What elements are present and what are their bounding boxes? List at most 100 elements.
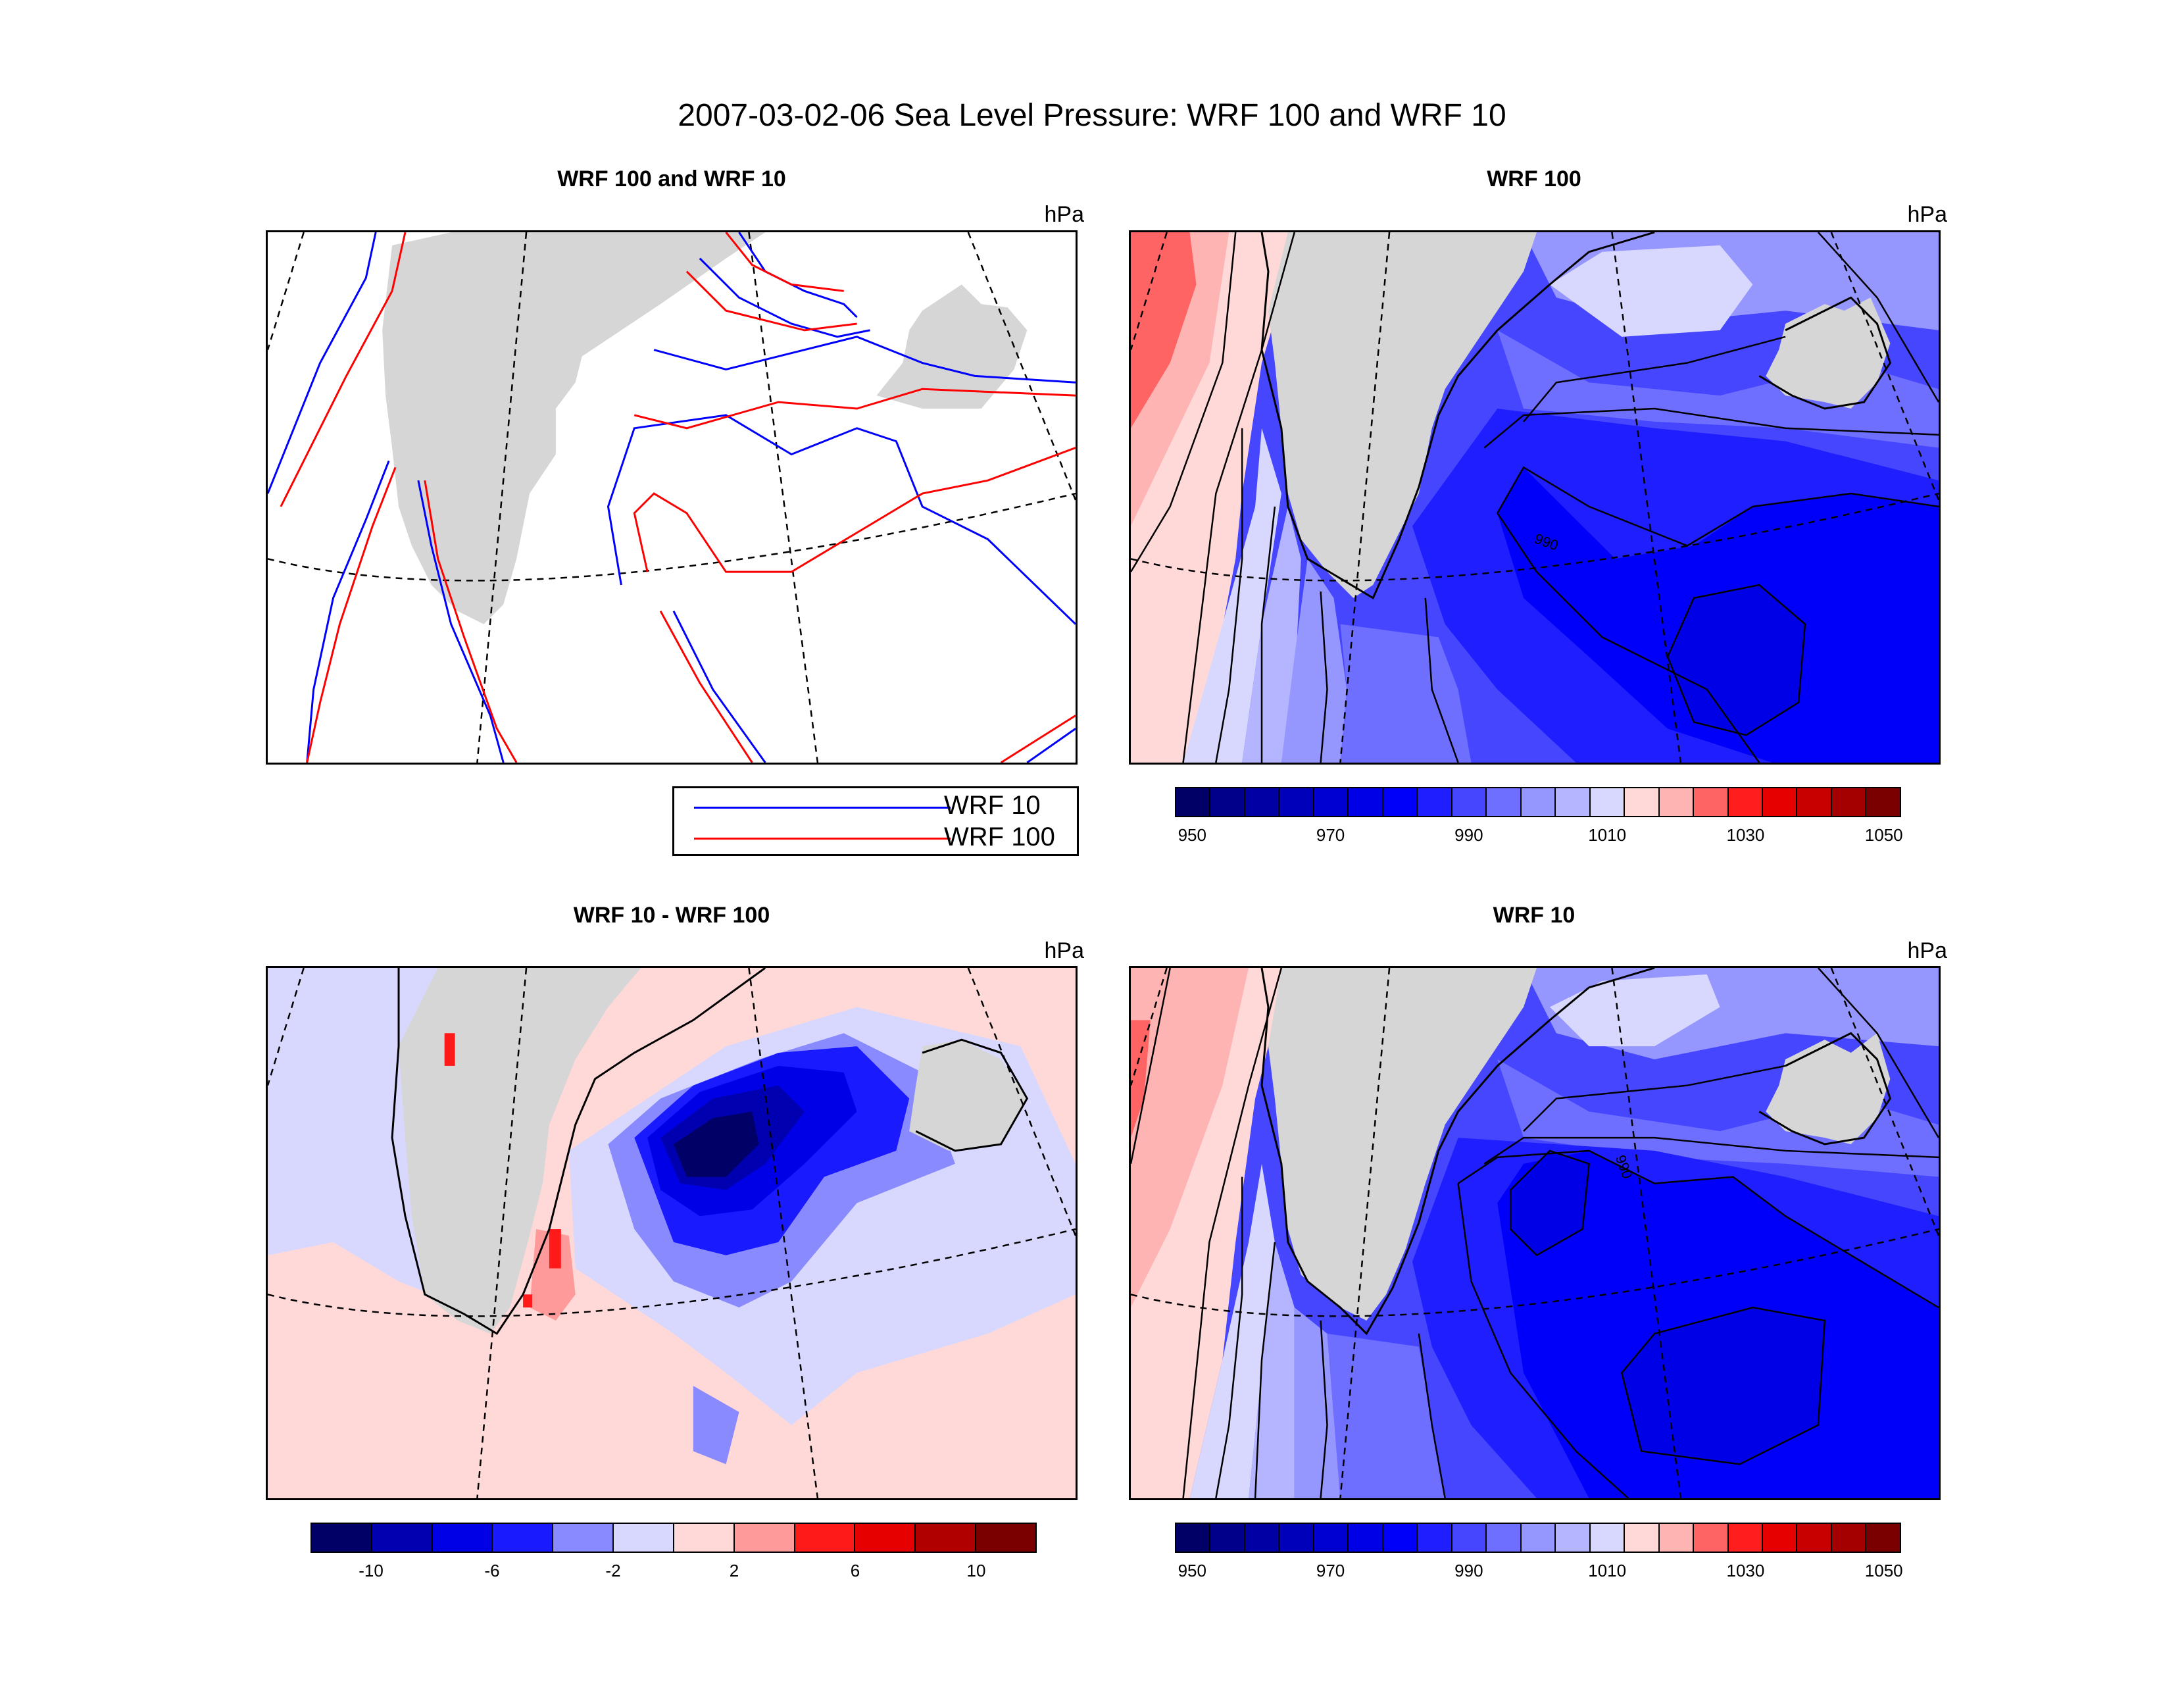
colorbar-cell bbox=[1487, 1524, 1522, 1552]
wrf10-coastline bbox=[1260, 968, 1892, 1336]
difference-colorbar-tick-label: 2 bbox=[729, 1561, 739, 1580]
pressure-colorbar-tick-label: 950 bbox=[1178, 1561, 1206, 1580]
difference-colorbar-tick-label: -6 bbox=[484, 1561, 500, 1580]
pressure-colorbar-tick-label: 1010 bbox=[1588, 1561, 1627, 1580]
wrf100-isobars bbox=[1131, 232, 1939, 763]
graticule-lines bbox=[1131, 232, 1939, 763]
colorbar-cell bbox=[372, 1524, 433, 1552]
colorbar-cell bbox=[1314, 788, 1349, 816]
pressure-colorbar-tick-label: 1030 bbox=[1726, 825, 1765, 845]
colorbar-cell bbox=[493, 1524, 554, 1552]
unit-label-wrf100: hPa bbox=[1907, 202, 1948, 227]
colorbar-cell bbox=[855, 1524, 916, 1552]
legend-line-wrf10 bbox=[694, 807, 951, 809]
wrf10-map: 990 bbox=[1129, 966, 1941, 1500]
wrf100-map: 990 bbox=[1129, 230, 1941, 765]
wrf10-isobars bbox=[1131, 968, 1939, 1498]
line-legend: WRF 10 WRF 100 bbox=[672, 786, 1079, 856]
pressure-colorbar-tick-label: 1050 bbox=[1864, 1561, 1903, 1580]
colorbar-cell bbox=[1383, 788, 1418, 816]
colorbar-cell bbox=[1625, 1524, 1660, 1552]
pressure-colorbar-tick-label: 950 bbox=[1178, 825, 1206, 845]
colorbar-cell bbox=[1521, 1524, 1556, 1552]
legend-label-wrf10: WRF 10 bbox=[944, 791, 1041, 820]
legend-label-wrf100: WRF 100 bbox=[944, 822, 1055, 851]
colorbar-cell bbox=[1728, 1524, 1763, 1552]
overlay-map-svg bbox=[268, 232, 1076, 763]
pressure-colorbar-top bbox=[1175, 787, 1901, 817]
wrf100-coastline bbox=[1260, 232, 1892, 600]
pressure-colorbar-bottom bbox=[1175, 1523, 1901, 1553]
colorbar-cell bbox=[1279, 788, 1314, 816]
panel-title-difference: WRF 10 - WRF 100 bbox=[573, 903, 770, 928]
colorbar-cell bbox=[674, 1524, 735, 1552]
colorbar-cell bbox=[1418, 1524, 1452, 1552]
colorbar-cell bbox=[1245, 788, 1280, 816]
colorbar-cell bbox=[1556, 1524, 1591, 1552]
colorbar-cell bbox=[1349, 1524, 1383, 1552]
graticule-lines bbox=[268, 968, 1076, 1498]
colorbar-cell bbox=[795, 1524, 856, 1552]
difference-colorbar-tick-label: 10 bbox=[966, 1561, 986, 1580]
unit-label-wrf10: hPa bbox=[1907, 938, 1948, 963]
wrf10-isobars bbox=[268, 232, 1076, 763]
colorbar-cell bbox=[1831, 788, 1867, 816]
colorbar-cell bbox=[1866, 788, 1900, 816]
colorbar-cell bbox=[1521, 788, 1556, 816]
colorbar-cell bbox=[1590, 788, 1626, 816]
colorbar-cell bbox=[1659, 788, 1695, 816]
panel-title-wrf10: WRF 10 bbox=[1493, 903, 1576, 928]
colorbar-cell bbox=[1590, 1524, 1626, 1552]
pressure-colorbar-tick-label: 1010 bbox=[1588, 825, 1627, 845]
colorbar-cell bbox=[1762, 788, 1798, 816]
colorbar-cell bbox=[1866, 1524, 1900, 1552]
colorbar-cell bbox=[1797, 1524, 1832, 1552]
graticule-lines bbox=[1131, 968, 1939, 1498]
colorbar-cell bbox=[1762, 1524, 1798, 1552]
colorbar-cell bbox=[1487, 788, 1522, 816]
colorbar-cell bbox=[614, 1524, 674, 1552]
colorbar-cell bbox=[1831, 1524, 1867, 1552]
colorbar-cell bbox=[1556, 788, 1591, 816]
colorbar-cell bbox=[1314, 1524, 1349, 1552]
wrf100-isobars bbox=[280, 232, 1076, 763]
colorbar-cell bbox=[1694, 788, 1729, 816]
figure-title: 2007-03-02-06 Sea Level Pressure: WRF 10… bbox=[678, 98, 1506, 133]
difference-map-svg bbox=[268, 968, 1076, 1498]
legend-line-wrf100 bbox=[694, 838, 951, 840]
colorbar-cell bbox=[1349, 788, 1383, 816]
unit-label-overlay: hPa bbox=[1044, 202, 1085, 227]
difference-colorbar-tick-label: -2 bbox=[605, 1561, 621, 1580]
pressure-colorbar-tick-label: 970 bbox=[1316, 825, 1345, 845]
difference-colorbar bbox=[310, 1523, 1037, 1553]
pressure-colorbar-tick-label: 990 bbox=[1454, 825, 1483, 845]
colorbar-cell bbox=[1210, 788, 1245, 816]
colorbar-cell bbox=[1728, 788, 1763, 816]
panel-title-wrf100: WRF 100 bbox=[1487, 166, 1581, 191]
colorbar-cell bbox=[1625, 788, 1660, 816]
wrf100-map-svg: 990 bbox=[1131, 232, 1939, 763]
colorbar-cell bbox=[916, 1524, 977, 1552]
colorbar-cell bbox=[734, 1524, 795, 1552]
colorbar-cell bbox=[1279, 1524, 1314, 1552]
colorbar-cell bbox=[1418, 788, 1452, 816]
pressure-colorbar-tick-label: 1030 bbox=[1726, 1561, 1765, 1580]
colorbar-cell bbox=[1694, 1524, 1729, 1552]
panel-title-overlay: WRF 100 and WRF 10 bbox=[557, 166, 786, 191]
colorbar-cell bbox=[1210, 1524, 1245, 1552]
colorbar-cell bbox=[1659, 1524, 1695, 1552]
colorbar-cell bbox=[1452, 1524, 1487, 1552]
colorbar-cell bbox=[312, 1524, 372, 1552]
pressure-colorbar-tick-label: 970 bbox=[1316, 1561, 1345, 1580]
difference-map bbox=[266, 966, 1078, 1500]
colorbar-cell bbox=[1383, 1524, 1418, 1552]
unit-label-difference: hPa bbox=[1044, 938, 1085, 963]
colorbar-cell bbox=[432, 1524, 493, 1552]
colorbar-cell bbox=[1797, 788, 1832, 816]
colorbar-cell bbox=[1452, 788, 1487, 816]
overlay-map bbox=[266, 230, 1078, 765]
pressure-colorbar-tick-label: 1050 bbox=[1864, 825, 1903, 845]
colorbar-cell bbox=[553, 1524, 614, 1552]
difference-coastline bbox=[391, 968, 1029, 1335]
difference-colorbar-tick-label: -10 bbox=[359, 1561, 384, 1580]
